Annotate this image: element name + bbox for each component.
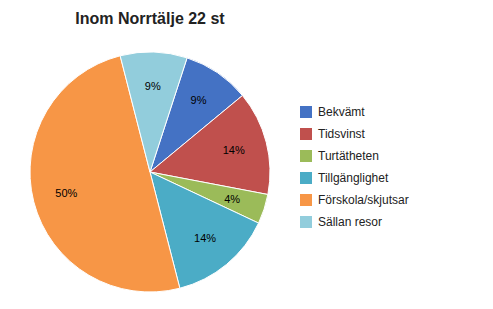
legend-item: Tillgänglighet bbox=[300, 171, 389, 185]
legend-item: Bekvämt bbox=[300, 105, 365, 119]
chart: Inom Norrtälje 22 st 9% 14% 4% 14% 50% 9% Bekvä… bbox=[0, 0, 493, 309]
data-label: 4% bbox=[224, 193, 240, 205]
legend-label: Bekvämt bbox=[318, 105, 365, 119]
data-label: 9% bbox=[191, 94, 207, 106]
legend-item: Turtätheten bbox=[300, 149, 379, 163]
pie bbox=[30, 52, 270, 292]
title: Inom Norrtälje 22 st bbox=[75, 10, 225, 27]
legend-label: Sällan resor bbox=[318, 215, 382, 229]
legend-swatch bbox=[300, 106, 312, 118]
legend-swatch bbox=[300, 172, 312, 184]
legend-item: Förskola/skjutsar bbox=[300, 193, 409, 207]
legend: Bekvämt Tidsvinst Turtätheten Tillgänglighe… bbox=[300, 105, 409, 229]
data-label: 14% bbox=[223, 144, 245, 156]
legend-item: Tidsvinst bbox=[300, 127, 366, 141]
legend-label: Förskola/skjutsar bbox=[318, 193, 409, 207]
legend-swatch bbox=[300, 128, 312, 140]
pie-slice bbox=[120, 52, 187, 172]
pie-slice bbox=[30, 56, 180, 292]
data-labels: 9% 14% 4% 14% 50% 9% bbox=[55, 79, 245, 244]
legend-label: Tillgänglighet bbox=[318, 171, 389, 185]
data-label: 9% bbox=[145, 79, 161, 91]
legend-label: Turtätheten bbox=[318, 149, 379, 163]
legend-swatch bbox=[300, 150, 312, 162]
data-label: 14% bbox=[194, 232, 216, 244]
data-label: 50% bbox=[55, 187, 77, 199]
legend-label: Tidsvinst bbox=[318, 127, 366, 141]
legend-item: Sällan resor bbox=[300, 215, 382, 229]
legend-swatch bbox=[300, 194, 312, 206]
legend-swatch bbox=[300, 216, 312, 228]
